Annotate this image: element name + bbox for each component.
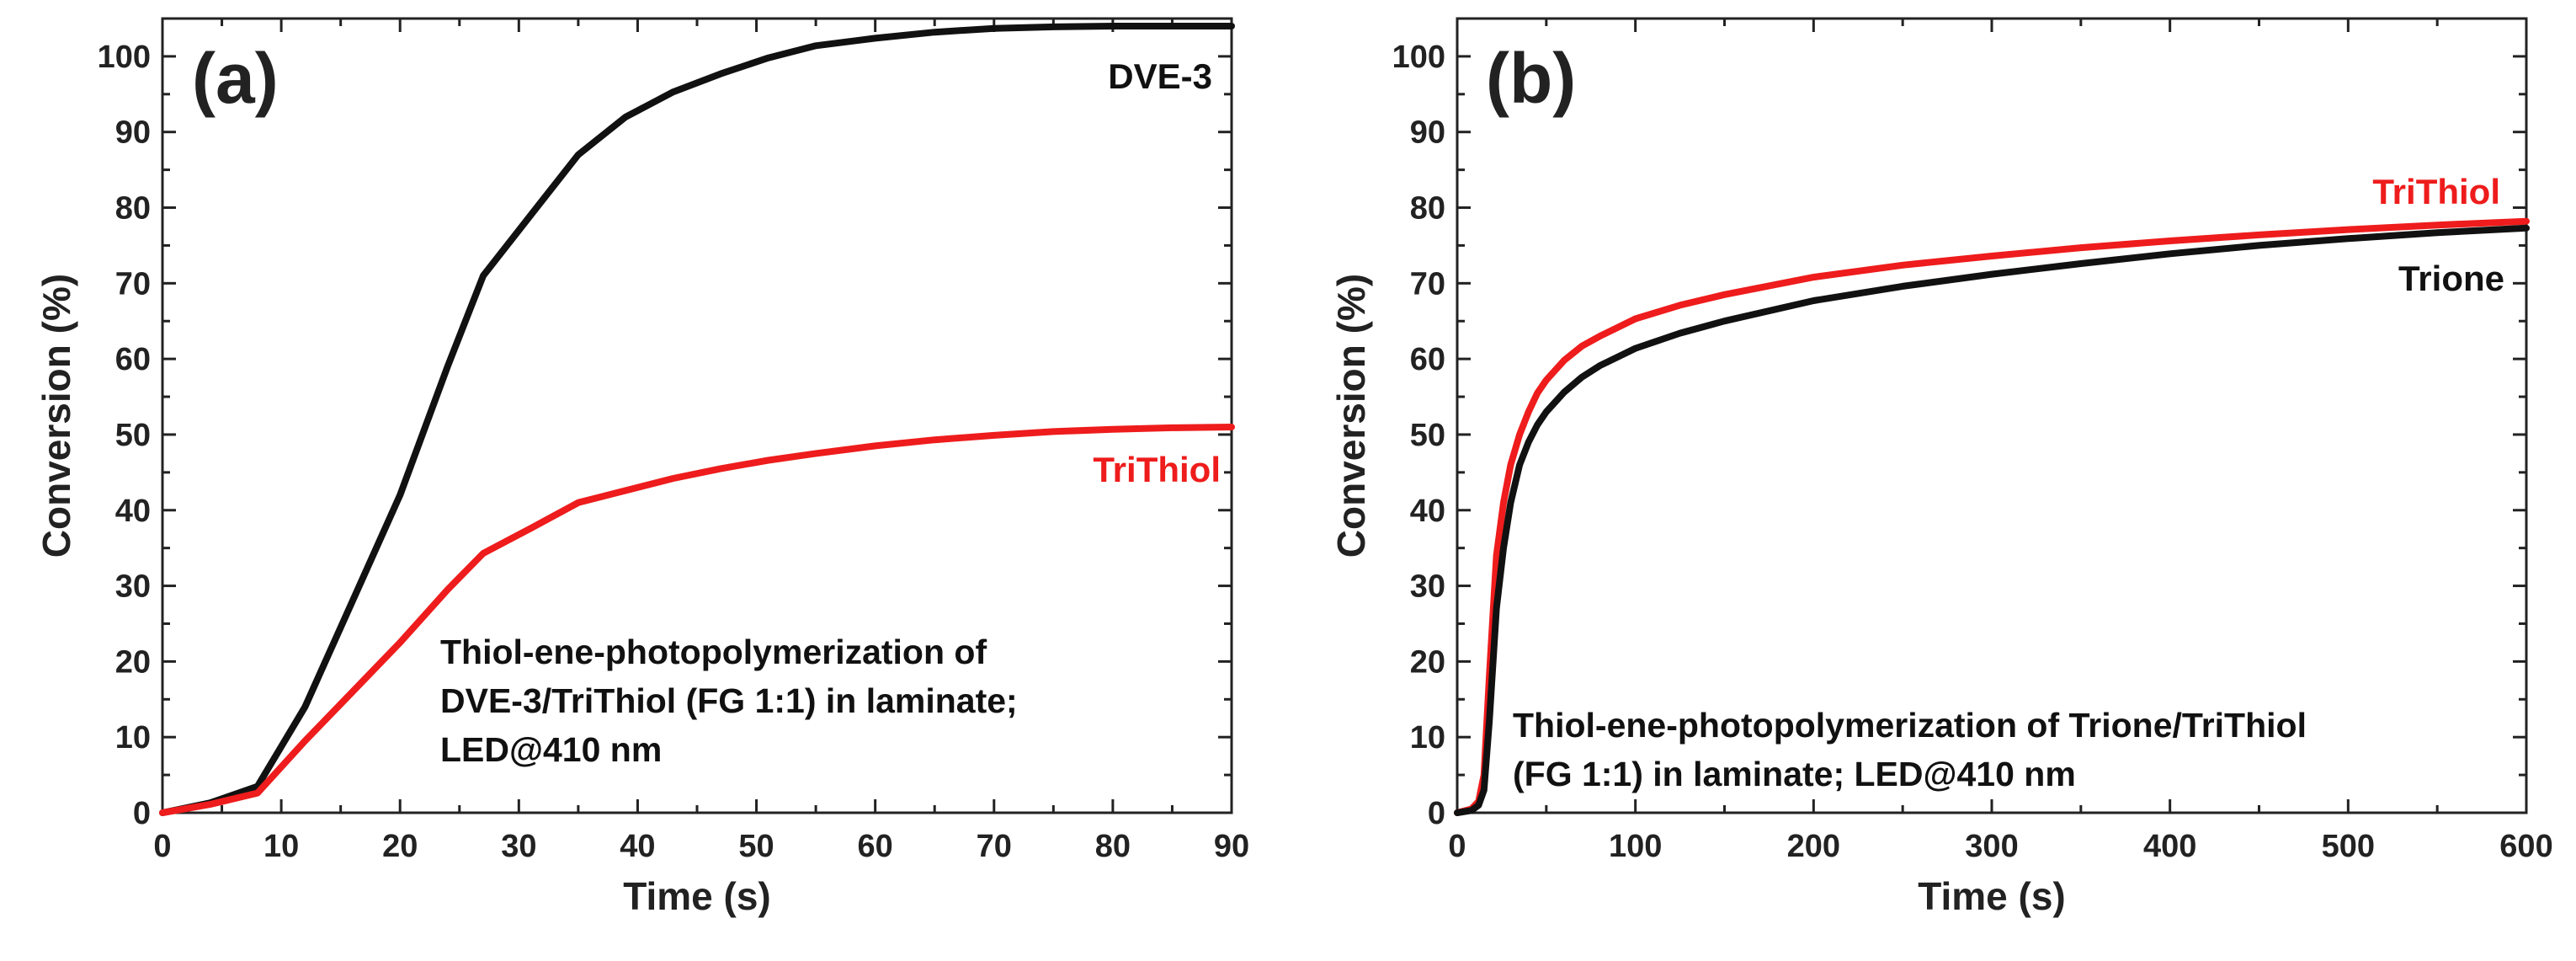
- y-tick-label: 70: [1410, 266, 1445, 302]
- panel-label: (b): [1486, 39, 1576, 118]
- y-tick-label: 20: [115, 644, 151, 680]
- x-tick-label: 60: [858, 829, 893, 864]
- y-tick-label: 40: [115, 494, 151, 529]
- y-axis-title: Conversion (%): [1329, 274, 1373, 558]
- y-tick-label: 20: [1410, 644, 1445, 680]
- y-tick-label: 80: [1410, 191, 1445, 227]
- x-tick-label: 200: [1787, 829, 1840, 864]
- y-tick-label: 50: [1410, 418, 1445, 453]
- x-tick-label: 30: [501, 829, 536, 864]
- y-tick-label: 50: [115, 418, 151, 453]
- y-tick-label: 70: [115, 266, 151, 302]
- x-tick-label: 100: [1609, 829, 1662, 864]
- x-tick-label: 500: [2322, 829, 2375, 864]
- x-tick-label: 10: [263, 829, 299, 864]
- y-tick-label: 100: [98, 40, 151, 75]
- panel-label: (a): [192, 39, 279, 118]
- y-tick-label: 40: [1410, 494, 1445, 529]
- x-tick-label: 80: [1095, 829, 1131, 864]
- x-tick-label: 400: [2143, 829, 2196, 864]
- chart-panel-b: 0 100 200 300 400 500 600 0 10 20 30 40 50 60 70 80 90 10…: [1329, 17, 2553, 918]
- chart-panel-a: 0 10 20 30 40 50 60 70 80 90 0 10 20 30 40 50 60 70 80 90 10…: [35, 17, 1249, 918]
- y-tick-label: 30: [1410, 569, 1445, 605]
- x-tick-label: 40: [620, 829, 655, 864]
- x-axis-title: Time (s): [623, 874, 771, 918]
- series-line-trione: [1454, 224, 2530, 816]
- y-tick-label: 60: [1410, 342, 1445, 377]
- series-label-trithiol: TriThiol: [2372, 172, 2500, 211]
- x-tick-label: 0: [153, 829, 171, 864]
- x-tick-label: 600: [2499, 829, 2552, 864]
- plot-frame: [1456, 17, 2528, 814]
- y-axis-title: Conversion (%): [35, 274, 78, 558]
- series-label-trione: Trione: [2398, 259, 2504, 298]
- annotation-line: Thiol-ene-photopolymerization of Trione/…: [1513, 706, 2307, 745]
- y-tick-label: 90: [1410, 115, 1445, 151]
- x-tick-label: 300: [1965, 829, 2018, 864]
- x-tick-label: 20: [382, 829, 418, 864]
- y-tick-label: 0: [133, 796, 151, 831]
- annotation-line: DVE-3/TriThiol (FG 1:1) in laminate;: [440, 681, 1018, 720]
- series-line-trithiol: [159, 424, 1235, 816]
- y-tick-label: 10: [115, 720, 151, 755]
- y-tick-label: 60: [115, 342, 151, 377]
- x-axis-title: Time (s): [1918, 874, 2066, 918]
- x-tick-label: 0: [1448, 829, 1466, 864]
- y-tick-label: 80: [115, 191, 151, 227]
- y-tick-label: 0: [1428, 796, 1445, 831]
- x-tick-label: 90: [1214, 829, 1249, 864]
- y-tick-label: 10: [1410, 720, 1445, 755]
- series-label-trithiol: TriThiol: [1093, 450, 1221, 489]
- y-tick-label: 100: [1392, 40, 1445, 75]
- x-tick-label: 70: [977, 829, 1012, 864]
- x-tick-label: 50: [738, 829, 774, 864]
- annotation-line: LED@410 nm: [440, 730, 662, 769]
- series-label-dve-3: DVE-3: [1108, 56, 1212, 96]
- annotation-line: (FG 1:1) in laminate; LED@410 nm: [1513, 755, 2076, 793]
- series-line-dve-3: [159, 23, 1235, 816]
- y-tick-label: 90: [115, 115, 151, 151]
- y-tick-label: 30: [115, 569, 151, 605]
- annotation-line: Thiol-ene-photopolymerization of: [440, 633, 987, 671]
